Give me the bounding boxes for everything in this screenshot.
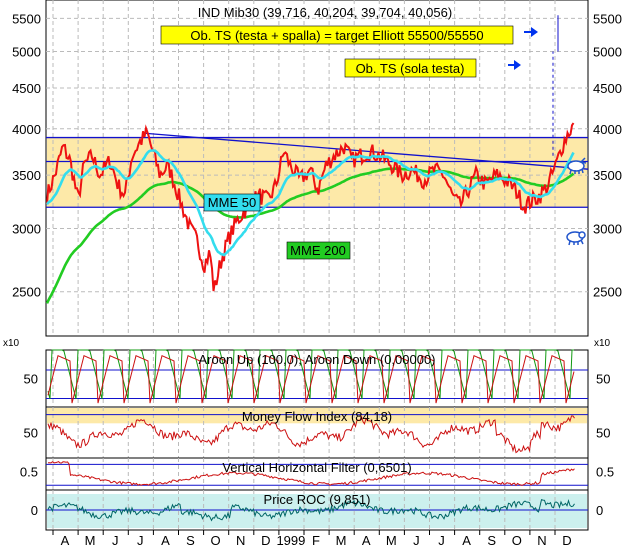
month-tick-label: M (336, 533, 347, 548)
y-tick-label: 0.5 (20, 465, 38, 480)
y-tick-label: 3000 (593, 221, 622, 236)
month-tick-label: 1999 (276, 533, 305, 548)
annotation-text: Ob. TS (sola testa) (356, 61, 465, 76)
annotation-box (344, 58, 477, 78)
y-tick-label: 0 (31, 503, 38, 518)
month-tick-label: A (161, 533, 170, 548)
indicator-panels: 50 50 Aroon Up (100,0), Aroon Down (0,0000… (20, 349, 614, 531)
indicator-panel: 50 50 Money Flow Index (84,18) (24, 406, 610, 459)
y-tick-label: 2500 (593, 285, 622, 300)
arrow-right-icon (508, 60, 521, 70)
month-tick-label: J (413, 533, 420, 548)
month-tick-label: N (537, 533, 546, 548)
label-box (203, 193, 261, 212)
y-tick-label: 0.5 (596, 465, 614, 480)
month-tick-label: D (562, 533, 571, 548)
indicator-panel: 50 50 Aroon Up (100,0), Aroon Down (0,0000… (24, 349, 610, 408)
multiplier-label-right: x10 (594, 338, 611, 349)
annotation-sola-testa: Ob. TS (sola testa) (344, 58, 477, 78)
bull-icon (567, 157, 587, 175)
label-box (286, 241, 351, 260)
y-tick-label: 50 (24, 426, 38, 441)
y-tick-label: 5000 (12, 44, 41, 59)
indicator-panel: 0 0 Price ROC (9,851) (31, 489, 603, 531)
month-axis: A M J J A S O N D 1999 F M A M J J A S O N D (46, 529, 588, 548)
annotation-text: Ob. TS (testa + spalla) = target Elliott… (190, 28, 483, 43)
label-mme-200: MME 200 (286, 241, 351, 260)
y-tick-label: 4000 (593, 122, 622, 137)
y-tick-label: 5000 (593, 44, 622, 59)
price-grid (46, 0, 588, 336)
month-tick-label: F (312, 533, 320, 548)
annotation-box (160, 25, 514, 45)
price-axis-left: 2500 3000 3500 4000 4500 5000 5500 (12, 11, 41, 299)
month-tick-label: S (487, 533, 496, 548)
y-tick-label: 3500 (593, 168, 622, 183)
bear-icon (566, 231, 586, 246)
price-line (46, 122, 575, 292)
month-tick-label: A (61, 533, 70, 548)
panel-band (47, 408, 587, 424)
y-tick-label: 4000 (12, 122, 41, 137)
label-text: MME 50 (208, 195, 256, 210)
neckline-trendline (142, 132, 589, 170)
arrow-right-icon (524, 27, 538, 37)
month-tick-label: M (85, 533, 96, 548)
indicator-title: Money Flow Index (84,18) (242, 409, 392, 424)
month-tick-label: J (112, 533, 119, 548)
y-tick-label: 5500 (12, 11, 41, 26)
month-tick-label: N (236, 533, 245, 548)
indicator-line (47, 415, 575, 454)
annotation-target-elliott: Ob. TS (testa + spalla) = target Elliott… (160, 25, 514, 45)
y-tick-label: 50 (596, 372, 610, 387)
y-tick-label: 4500 (593, 81, 622, 96)
indicator-title: Vertical Horizontal Filter (0,6501) (222, 460, 411, 475)
indicator-line (47, 498, 575, 522)
indicator-title: Price ROC (9,851) (264, 492, 371, 507)
month-tick-label: O (512, 533, 522, 548)
mme-50-line (46, 149, 575, 257)
month-tick-label: O (211, 533, 221, 548)
indicator-title: Aroon Up (100,0), Aroon Down (0,00000) (198, 352, 435, 367)
chart-title: IND Mib30 (39,716, 40,204, 39,704, 40,05… (198, 5, 452, 20)
y-tick-label: 3000 (12, 221, 41, 236)
price-panel: 2500 3000 3500 4000 4500 5000 5500 2500 3000 350… (3, 0, 622, 349)
y-tick-label: 0 (596, 503, 603, 518)
month-tick-label: A (462, 533, 471, 548)
y-tick-label: 3500 (12, 168, 41, 183)
indicator-line (47, 354, 575, 404)
indicator-line (47, 461, 575, 487)
y-tick-label: 50 (24, 372, 38, 387)
label-text: MME 200 (290, 243, 346, 258)
y-tick-label: 50 (596, 426, 610, 441)
label-mme-50: MME 50 (203, 193, 261, 212)
y-tick-label: 2500 (12, 285, 41, 300)
y-tick-label: 4500 (12, 81, 41, 96)
month-tick-label: S (186, 533, 195, 548)
month-tick-label: J (137, 533, 144, 548)
month-tick-label: A (362, 533, 371, 548)
indicator-panel: 0.5 0.5 Vertical Horizontal Filter (0,6501… (20, 457, 614, 491)
multiplier-label-left: x10 (3, 338, 20, 349)
month-tick-label: M (386, 533, 397, 548)
month-tick-label: J (438, 533, 445, 548)
y-tick-label: 5500 (593, 11, 622, 26)
price-axis-right: 2500 3000 3500 4000 4500 5000 5500 (593, 11, 622, 299)
month-tick-label: D (261, 533, 270, 548)
